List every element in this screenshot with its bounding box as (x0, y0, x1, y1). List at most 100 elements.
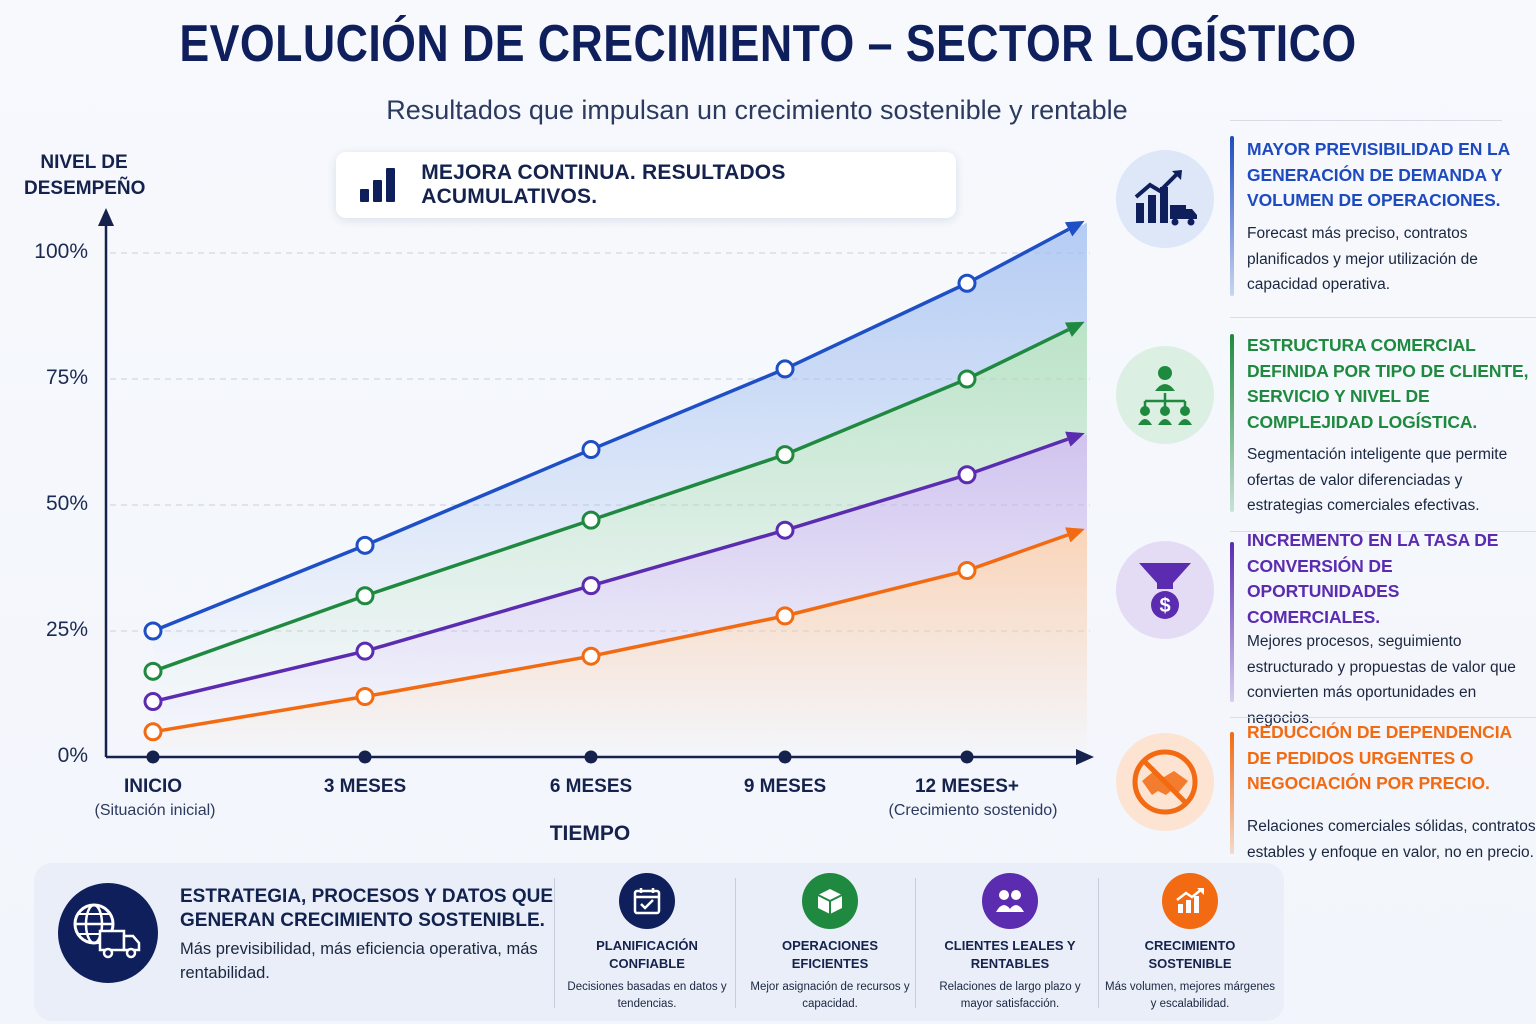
data-point (957, 561, 977, 581)
feature-item: OPERACIONES EFICIENTES Mejor asignación d… (745, 873, 915, 1013)
y-tick-label: 50% (45, 492, 88, 515)
y-tick-label: 0% (57, 744, 88, 767)
data-point (775, 359, 795, 379)
divider (735, 878, 736, 1008)
page-subtitle: Resultados que impulsan un crecimiento s… (386, 95, 1128, 125)
divider (915, 878, 916, 1008)
data-point (581, 576, 601, 596)
no-handshake-icon (1116, 733, 1214, 831)
data-point (957, 369, 977, 389)
divider (1098, 878, 1099, 1008)
summary-heading: ESTRATEGIA, PROCESOS Y DATOS QUE GENERAN… (180, 886, 554, 931)
series-area (153, 530, 1087, 757)
accent-bar (1230, 136, 1234, 296)
summary-panel: ESTRATEGIA, PROCESOS Y DATOS QUE GENERAN… (34, 863, 1284, 1021)
series-line (152, 533, 1069, 734)
feature-item: CRECIMIENTO SOSTENIBLE Más volumen, mejor… (1105, 873, 1275, 1013)
feature-item: PLANIFICACIÓN CONFIABLE Decisiones basada… (562, 873, 732, 1013)
feature-text: Mejor asignación de recursos y capacidad… (750, 981, 910, 1010)
feature-heading: CLIENTES LEALES Y RENTABLES (944, 938, 1076, 971)
page-title: EVOLUCIÓN DE CRECIMIENTO – SECTOR LOGÍST… (179, 15, 1357, 73)
feature-heading: PLANIFICACIÓN CONFIABLE (596, 938, 698, 971)
data-point (355, 687, 375, 707)
x-tick-label: 9 MESES (743, 776, 827, 797)
series-arrow (1064, 321, 1085, 337)
divider (1230, 531, 1536, 532)
series-area (153, 222, 1087, 672)
data-point (143, 621, 163, 641)
divider (554, 878, 555, 1008)
series-arrow (1064, 220, 1085, 237)
x-tick-dot (146, 750, 160, 764)
benefit-title: INCREMENTO EN LA TASA DE CONVERSIÓN DE O… (1247, 530, 1499, 627)
banner: MEJORA CONTINUA. RESULTADOS ACUMULATIVOS… (336, 152, 956, 218)
box-icon (802, 873, 858, 929)
x-tick-label: 12 MESES+ (914, 776, 1020, 797)
users-icon (982, 873, 1038, 929)
benefit-text: Segmentación inteligente que permite ofe… (1247, 446, 1508, 514)
accent-bar (1230, 334, 1234, 512)
data-point (355, 641, 375, 661)
series-arrow (1065, 527, 1085, 543)
x-tick-dot (584, 750, 598, 764)
data-point (143, 692, 163, 712)
data-point (355, 586, 375, 606)
x-tick-label: INICIO (123, 776, 183, 797)
org-structure-icon (1116, 346, 1214, 444)
trend-up-icon (1162, 873, 1218, 929)
feature-heading: OPERACIONES EFICIENTES (781, 938, 879, 971)
y-tick-label: 100% (34, 240, 88, 263)
data-point (355, 535, 375, 555)
divider (1230, 317, 1536, 318)
feature-item: CLIENTES LEALES Y RENTABLES Relaciones de… (925, 873, 1095, 1013)
series-line (152, 227, 1070, 633)
divider (1230, 717, 1536, 718)
benefit-text: Relaciones comerciales sólidas, contrato… (1247, 818, 1536, 861)
x-axis-title: TIEMPO (549, 822, 631, 845)
feature-text: Decisiones basadas en datos y tendencias… (567, 981, 727, 1010)
benefit-title: MAYOR PREVISIBILIDAD EN LA GENERACIÓN DE… (1247, 139, 1510, 210)
data-point (581, 646, 601, 666)
growth-chart-truck-icon (1116, 150, 1214, 248)
divider (1230, 120, 1502, 121)
data-point (775, 520, 795, 540)
data-point (143, 661, 163, 681)
benefit-title: ESTRUCTURA COMERCIAL DEFINIDA POR TIPO D… (1247, 335, 1529, 432)
x-tick-label: 3 MESES (323, 776, 407, 797)
data-point (581, 510, 601, 530)
series-arrow (1065, 431, 1085, 447)
x-tick-dot (960, 750, 974, 764)
data-point (957, 273, 977, 293)
y-axis-title: NIVEL DE DESEMPEÑO (24, 152, 146, 199)
data-point (775, 445, 795, 465)
x-tick-sublabel: (Crecimiento sostenido) (888, 802, 1058, 819)
data-point (775, 606, 795, 626)
series-line (152, 328, 1070, 673)
series-area (153, 323, 1087, 702)
x-tick-label: 6 MESES (549, 776, 633, 797)
benefit-text: Mejores procesos, seguimiento estructura… (1247, 633, 1516, 727)
series-area (153, 434, 1087, 732)
y-tick-label: 25% (45, 618, 88, 641)
summary-text: Más previsibilidad, más eficiencia opera… (180, 940, 538, 982)
y-tick-label: 75% (45, 366, 88, 389)
x-tick-dot (358, 750, 372, 764)
accent-bar (1230, 732, 1234, 854)
y-axis-arrow (98, 208, 114, 226)
series-line (152, 437, 1069, 704)
x-tick-dot (778, 750, 792, 764)
data-point (957, 465, 977, 485)
x-tick-sublabel: (Situación inicial) (94, 802, 216, 819)
data-point (143, 722, 163, 742)
benefit-title: REDUCCIÓN DE DEPENDENCIA DE PEDIDOS URGE… (1247, 722, 1512, 793)
data-point (581, 440, 601, 460)
feature-text: Más volumen, mejores márgenes y escalabi… (1105, 981, 1276, 1010)
x-axis-arrow (1076, 749, 1094, 765)
banner-text: MEJORA CONTINUA. RESULTADOS ACUMULATIVOS… (421, 161, 786, 208)
calendar-check-icon (619, 873, 675, 929)
svg-text:$: $ (1159, 595, 1170, 617)
bar-chart-icon (360, 168, 399, 202)
feature-heading: CRECIMIENTO SOSTENIBLE (1144, 938, 1236, 971)
line-chart (98, 208, 1094, 765)
globe-truck-icon (58, 883, 158, 983)
